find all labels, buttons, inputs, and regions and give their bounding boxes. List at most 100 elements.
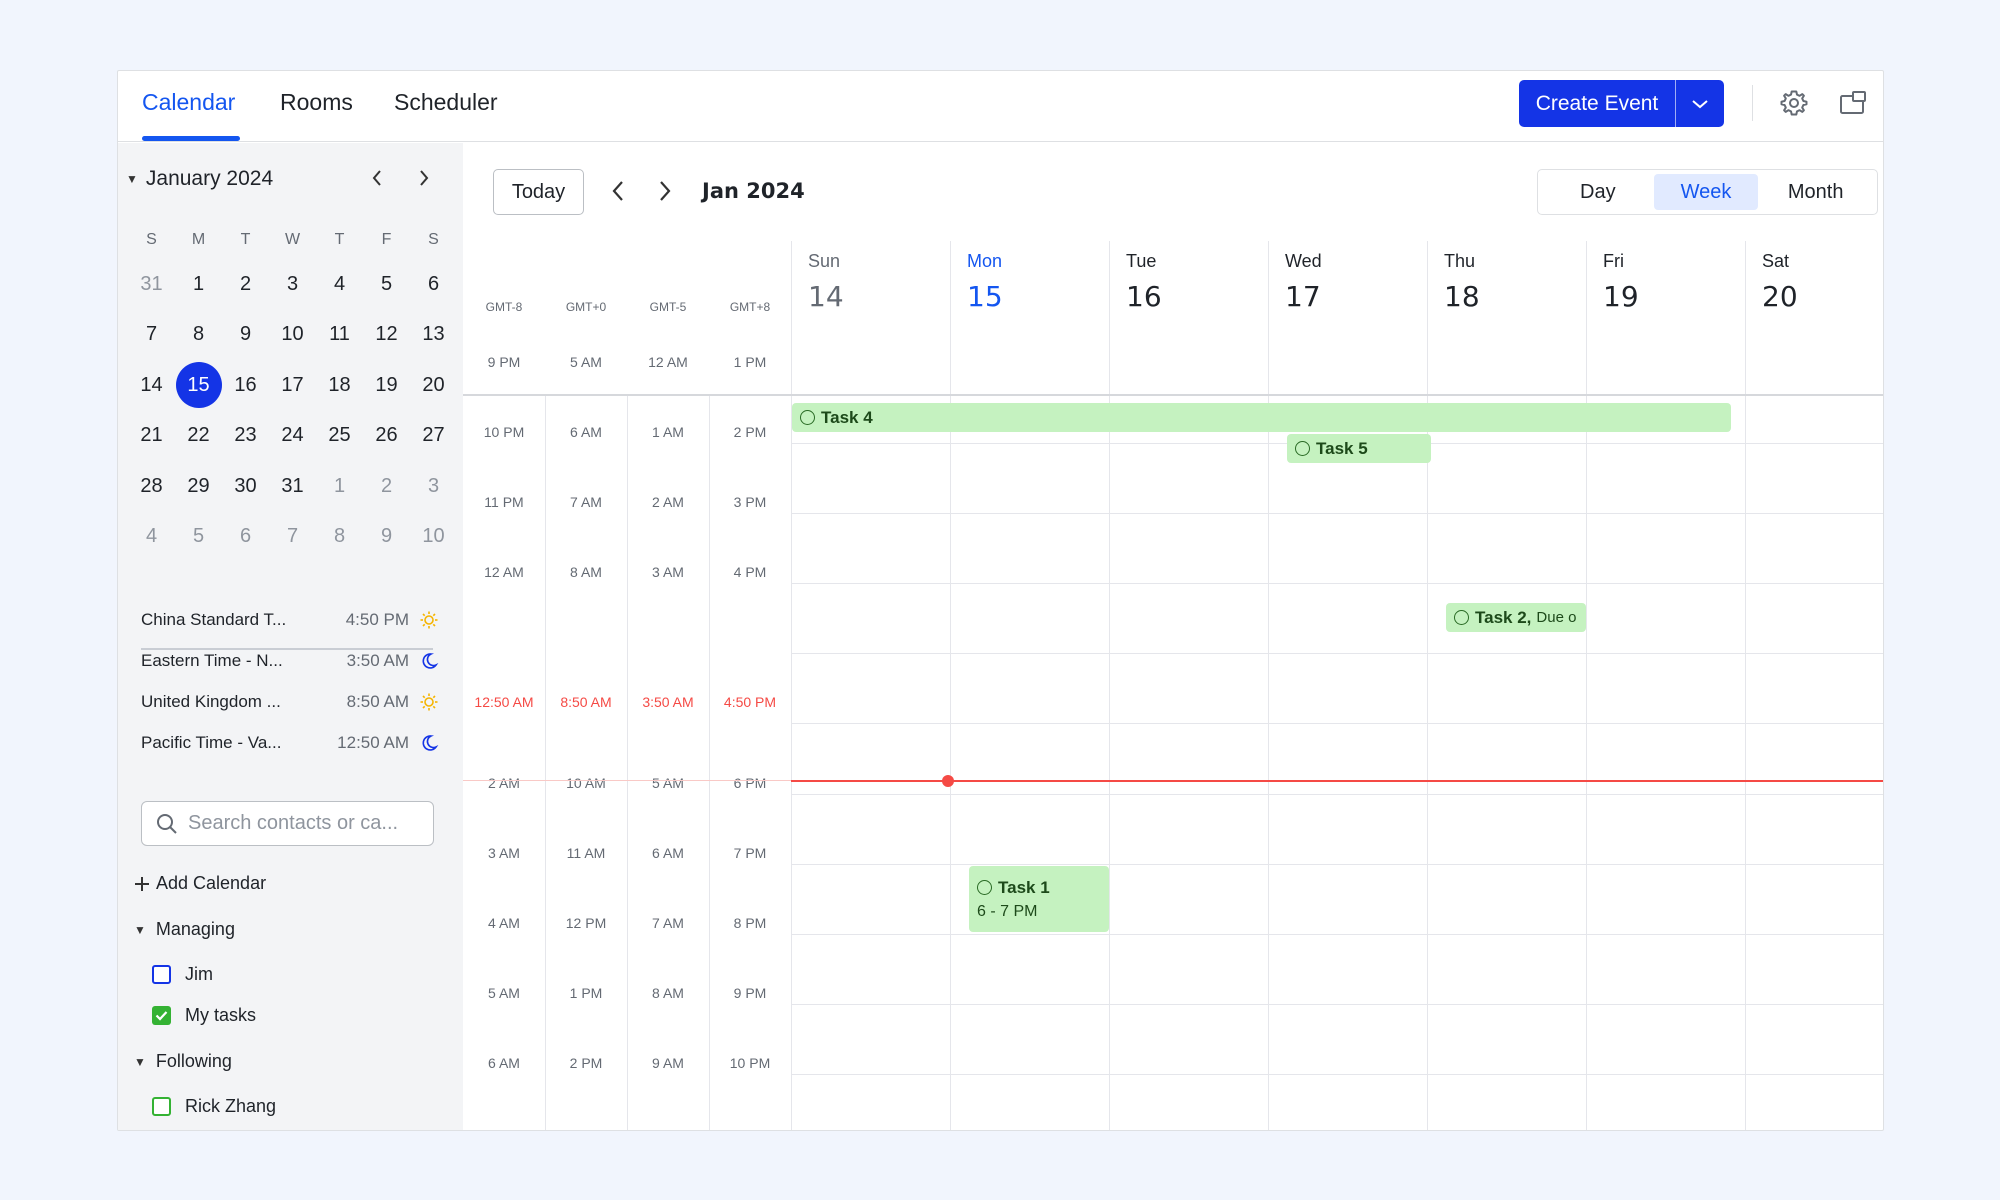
mini-calendar-day[interactable]: 6 — [410, 262, 457, 306]
mini-calendar-day[interactable]: 2 — [363, 464, 410, 508]
calendar-app: Calendar Rooms Scheduler Create Event — [117, 70, 1884, 1131]
tab-scheduler[interactable]: Scheduler — [394, 89, 498, 115]
mini-calendar-day[interactable]: 30 — [222, 464, 269, 508]
day-number: 7 — [286, 525, 299, 548]
mini-calendar-day[interactable]: 19 — [363, 363, 410, 407]
following-section-header[interactable]: ▼ Following — [134, 1051, 232, 1072]
tab-rooms[interactable]: Rooms — [280, 89, 353, 115]
mini-calendar-day[interactable]: 23 — [222, 414, 269, 458]
mini-calendar-prev-button[interactable] — [365, 167, 389, 193]
moon-icon — [422, 653, 439, 669]
mini-calendar-day[interactable]: 25 — [316, 414, 363, 458]
mini-calendar-day[interactable]: 17 — [269, 363, 316, 407]
calendar-item-rick-zhang[interactable]: Rick Zhang — [152, 1096, 276, 1117]
mini-calendar-day[interactable]: 1 — [175, 262, 222, 306]
day-number: 19 — [375, 373, 398, 396]
mini-calendar-day[interactable]: 13 — [410, 313, 457, 357]
mini-calendar-day[interactable]: 31 — [128, 262, 175, 306]
task-circle-icon — [1295, 441, 1310, 456]
mini-calendar-day[interactable]: 4 — [128, 515, 175, 559]
mini-calendar-day[interactable]: 3 — [269, 262, 316, 306]
mini-calendar-day[interactable]: 10 — [410, 515, 457, 559]
mini-calendar-day[interactable]: 20 — [410, 363, 457, 407]
timezone-name: China Standard T... — [141, 610, 287, 629]
mini-calendar-day[interactable]: 8 — [316, 515, 363, 559]
mini-calendar-day[interactable]: 6 — [222, 515, 269, 559]
mini-calendar-day[interactable]: 21 — [128, 414, 175, 458]
mini-calendar-day[interactable]: 3 — [410, 464, 457, 508]
day-header-mon[interactable]: Mon 15 — [967, 251, 1003, 313]
today-button[interactable]: Today — [493, 169, 584, 215]
view-day[interactable]: Day — [1580, 180, 1616, 203]
event-task-5[interactable]: Task 5 — [1287, 434, 1431, 463]
mini-calendar-day[interactable]: 29 — [175, 464, 222, 508]
mini-calendar-day[interactable]: 16 — [222, 363, 269, 407]
mini-calendar-day[interactable]: 28 — [128, 464, 175, 508]
calendar-item-jim[interactable]: Jim — [152, 964, 213, 985]
day-name: Mon — [967, 251, 1003, 271]
view-week[interactable]: Week — [1653, 174, 1759, 210]
mini-calendar-day[interactable]: 10 — [269, 313, 316, 357]
mini-calendar-day[interactable]: 26 — [363, 414, 410, 458]
mini-calendar-day[interactable]: 27 — [410, 414, 457, 458]
plus-icon — [135, 876, 149, 891]
create-event-dropdown-button[interactable] — [1676, 80, 1724, 127]
prev-week-button[interactable] — [605, 177, 631, 205]
mini-calendar-day[interactable]: 2 — [222, 262, 269, 306]
timezone-row[interactable]: China Standard T... 4:50 PM — [141, 605, 441, 635]
mini-calendar-day[interactable]: 22 — [175, 414, 222, 458]
day-header-sat[interactable]: Sat 20 — [1762, 251, 1798, 313]
view-month[interactable]: Month — [1787, 180, 1844, 203]
mini-calendar-day[interactable]: 8 — [175, 313, 222, 357]
event-task-4[interactable]: Task 4 — [792, 403, 1731, 432]
managing-section-header[interactable]: ▼ Managing — [134, 919, 235, 940]
mini-calendar-day[interactable]: 7 — [269, 515, 316, 559]
add-calendar-button[interactable]: Add Calendar — [134, 873, 266, 894]
mini-calendar-day[interactable]: 31 — [269, 464, 316, 508]
timezone-row[interactable]: Eastern Time - N... 3:50 AM — [141, 646, 441, 676]
mini-calendar-day[interactable]: 5 — [175, 515, 222, 559]
mini-calendar-day[interactable]: 15 — [175, 362, 222, 409]
mini-calendar-day[interactable]: 9 — [363, 515, 410, 559]
event-task-2[interactable]: Task 2, Due o — [1446, 603, 1586, 632]
day-header-thu[interactable]: Thu 18 — [1444, 251, 1480, 313]
open-window-button[interactable] — [1838, 88, 1868, 118]
day-header-tue[interactable]: Tue 16 — [1126, 251, 1162, 313]
checkbox-unchecked[interactable] — [152, 965, 171, 984]
day-number: 5 — [380, 272, 393, 295]
mini-calendar-day[interactable]: 12 — [363, 313, 410, 357]
timezone-row[interactable]: Pacific Time - Va... 12:50 AM — [141, 728, 441, 758]
mini-calendar-grid: S M T W T F S 31 1 2 3 4 5 6 7 8 9 10 11 12 13 14 15 16 1… — [128, 221, 458, 562]
mini-calendar-day[interactable]: 1 — [316, 464, 363, 508]
event-task-1[interactable]: Task 1 6 - 7 PM — [969, 866, 1109, 932]
tab-calendar[interactable]: Calendar — [142, 89, 236, 115]
mini-calendar-day[interactable]: 5 — [363, 262, 410, 306]
day-header-wed[interactable]: Wed 17 — [1285, 251, 1322, 313]
mini-calendar-header[interactable]: ▼ January 2024 — [126, 167, 273, 191]
mini-calendar-day[interactable]: 18 — [316, 363, 363, 407]
mini-calendar-next-button[interactable] — [412, 167, 436, 193]
sidebar-divider — [141, 648, 433, 650]
timezone-row[interactable]: United Kingdom ... 8:50 AM — [141, 687, 441, 717]
mini-calendar-week: 4 5 6 7 8 9 10 — [128, 512, 458, 563]
mini-calendar-day[interactable]: 24 — [269, 414, 316, 458]
mini-calendar-day[interactable]: 9 — [222, 313, 269, 357]
mini-calendar-day[interactable]: 4 — [316, 262, 363, 306]
time-label: 4 AM — [488, 915, 520, 931]
timezone-column-label: GMT-8 — [485, 300, 523, 314]
search-input[interactable] — [188, 812, 418, 835]
create-event-button[interactable]: Create Event — [1519, 80, 1676, 127]
settings-button[interactable] — [1779, 88, 1809, 118]
day-number: 31 — [281, 474, 304, 497]
mini-calendar-day[interactable]: 7 — [128, 313, 175, 357]
time-label: 9 AM — [652, 1055, 684, 1071]
mini-calendar-day[interactable]: 14 — [128, 363, 175, 407]
next-week-button[interactable] — [652, 177, 678, 205]
event-title: Task 4 — [821, 407, 873, 427]
mini-calendar-day[interactable]: 11 — [316, 313, 363, 357]
checkbox-unchecked[interactable] — [152, 1097, 171, 1116]
calendar-item-my-tasks[interactable]: My tasks — [152, 1005, 256, 1026]
checkbox-checked[interactable] — [152, 1006, 171, 1025]
day-header-fri[interactable]: Fri 19 — [1603, 251, 1639, 313]
day-header-sun[interactable]: Sun 14 — [808, 251, 844, 313]
